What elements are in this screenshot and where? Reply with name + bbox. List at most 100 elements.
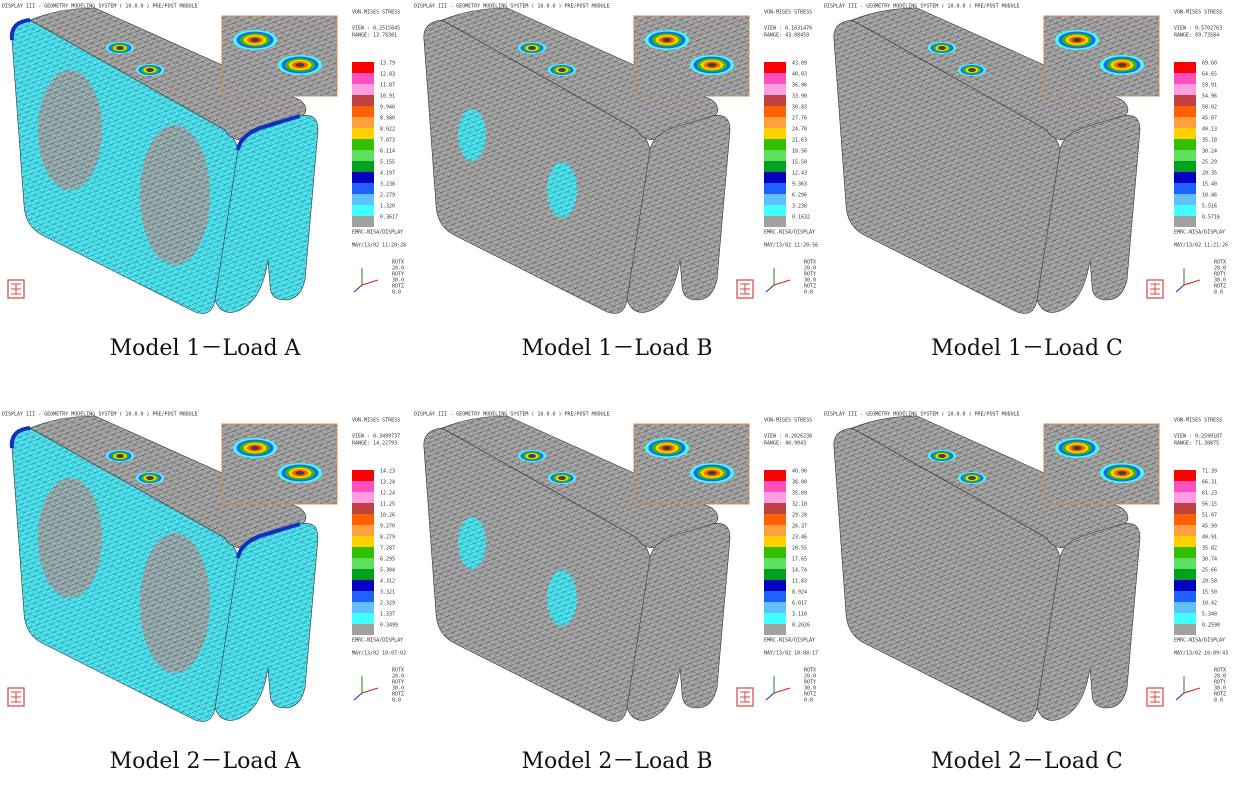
inset-contour (708, 63, 717, 67)
legend-level: 32.18 (792, 502, 807, 508)
legend-swatch (1174, 194, 1196, 205)
legend-swatch (352, 503, 374, 514)
fea-panel: DISPLAY III - GEOMETRY MODELING SYSTEM (… (822, 408, 1232, 788)
legend-swatch (352, 84, 374, 95)
legend-swatch (1174, 514, 1196, 525)
legend-level: 8.279 (380, 535, 395, 541)
legend-level: 3.238 (380, 182, 395, 188)
legend-level: 7.073 (380, 138, 395, 144)
inset-contour (296, 63, 305, 67)
inset-contour (1073, 38, 1082, 42)
legend-swatch (764, 569, 786, 580)
inset-contour (296, 471, 305, 475)
legend-level: 11.25 (380, 502, 395, 508)
legend-level: 45.07 (1202, 116, 1217, 122)
legend-level: 18.56 (792, 149, 807, 155)
legend-swatch (764, 470, 786, 481)
view-text: VIEW : 0.2026238 (764, 434, 812, 440)
triad-label: 0.0 (392, 698, 401, 704)
fea-panel: DISPLAY III - GEOMETRY MODELING SYSTEM (… (0, 408, 410, 788)
caption: Model 2－Load C (822, 743, 1232, 775)
legend-level: 25.66 (1202, 568, 1217, 574)
legend-swatch (352, 95, 374, 106)
fea-view: DISPLAY III - GEOMETRY MODELING SYSTEM (… (822, 0, 1232, 325)
logo (11, 284, 21, 294)
legend-swatch (1174, 492, 1196, 503)
logo (11, 692, 21, 702)
legend-level: 20.55 (792, 546, 807, 552)
legend-level: 21.63 (792, 138, 807, 144)
legend-level: 1.337 (380, 612, 395, 618)
zoom-inset (222, 16, 337, 96)
zoom-inset (1044, 424, 1159, 504)
legend-level: 5.516 (1202, 204, 1217, 210)
legend-level: 27.76 (792, 116, 807, 122)
logo (740, 692, 750, 702)
inset-contour (708, 471, 717, 475)
legend-level: 15.40 (1202, 182, 1217, 188)
legend-level: 20.58 (1202, 579, 1217, 585)
zoom-inset (222, 424, 337, 504)
legend-level: 14.23 (380, 469, 395, 475)
legend-swatch (764, 84, 786, 95)
legend-swatch (764, 613, 786, 624)
legend-swatch (352, 602, 374, 613)
date: MAY/13/02 10:07:02 (352, 651, 406, 657)
footer: EMRC-NISA/DISPLAY (764, 230, 815, 236)
legend-swatch (1174, 150, 1196, 161)
fea-panel: DISPLAY III - GEOMETRY MODELING SYSTEM (… (0, 0, 410, 380)
hole-contour (938, 46, 946, 50)
legend-level: 9.363 (792, 182, 807, 188)
zoom-inset (634, 424, 749, 504)
legend-level: 9.940 (380, 105, 395, 111)
legend-level: 8.924 (792, 590, 807, 596)
legend-swatch (352, 547, 374, 558)
legend-swatch (352, 558, 374, 569)
legend-level: 12.43 (792, 171, 807, 177)
footer: EMRC-NISA/DISPLAY (352, 230, 403, 236)
legend-swatch (764, 602, 786, 613)
legend-swatch (1174, 183, 1196, 194)
legend-swatch (352, 536, 374, 547)
hole-contour (558, 476, 566, 480)
inset-contour (663, 446, 672, 450)
legend-level: 11.83 (792, 579, 807, 585)
date: MAY/13/02 11:20:56 (764, 243, 818, 249)
logo (1150, 692, 1160, 702)
fea-view: DISPLAY III - GEOMETRY MODELING SYSTEM (… (0, 0, 410, 325)
legend-swatch (1174, 470, 1196, 481)
fea-view: DISPLAY III - GEOMETRY MODELING SYSTEM (… (0, 408, 410, 733)
legend-level: 59.91 (1202, 83, 1217, 89)
legend-swatch (352, 128, 374, 139)
date: MAY/13/02 10:09:43 (1174, 651, 1228, 657)
footer: EMRC-NISA/DISPLAY (764, 638, 815, 644)
caption: Model 1－Load B (412, 330, 822, 362)
triad-axis (1184, 280, 1200, 285)
view-text: VIEW : 0.3499737 (352, 434, 400, 440)
legend-swatch (764, 194, 786, 205)
legend-swatch (352, 139, 374, 150)
legend-level: 13.24 (380, 480, 395, 486)
legend-level: 7.287 (380, 546, 395, 552)
legend-level: 12.83 (380, 72, 395, 78)
legend-swatch (352, 205, 374, 216)
legend-title: VON-MISES STRESS (352, 10, 400, 16)
legend-swatch (352, 216, 374, 227)
legend-level: 25.29 (1202, 160, 1217, 166)
legend-swatch (1174, 95, 1196, 106)
hole-contour (528, 454, 536, 458)
hole-contour (968, 68, 976, 72)
caption: Model 1－Load A (0, 330, 410, 362)
legend-swatch (1174, 503, 1196, 514)
stress-zone (547, 162, 577, 218)
hole-contour (968, 476, 976, 480)
legend-level: 38.00 (792, 480, 807, 486)
legend-level: 5.155 (380, 160, 395, 166)
legend-level: 10.91 (380, 94, 395, 100)
legend-swatch (1174, 558, 1196, 569)
legend-level: 23.46 (792, 535, 807, 541)
legend-title: VON-MISES STRESS (1174, 418, 1222, 424)
legend-level: 3.110 (792, 612, 807, 618)
legend-level: 10.42 (1202, 601, 1217, 607)
legend-swatch (352, 492, 374, 503)
